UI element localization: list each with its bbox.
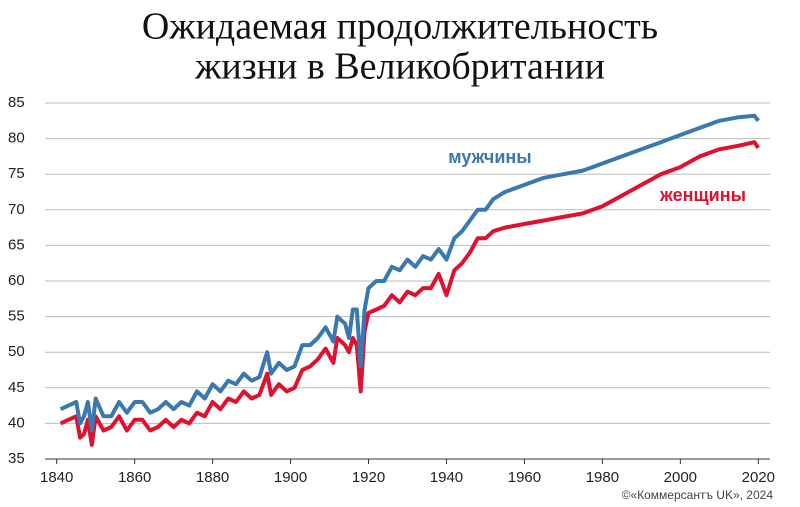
y-tick-label: 80 xyxy=(8,130,25,147)
x-tick-label: 1900 xyxy=(274,469,307,486)
y-tick-label: 55 xyxy=(8,308,25,325)
x-tick-label: 1960 xyxy=(508,469,541,486)
x-tick-label: 1860 xyxy=(118,469,151,486)
series-label: мужчины xyxy=(448,147,531,167)
chart-title: жизни в Великобритании xyxy=(194,46,605,88)
y-tick-label: 40 xyxy=(8,414,25,431)
series-label: женщины xyxy=(659,185,746,205)
y-tick-label: 35 xyxy=(8,450,25,467)
x-tick-label: 2000 xyxy=(664,469,697,486)
y-tick-label: 50 xyxy=(8,343,25,360)
chart-title: Ожидаемая продолжительность xyxy=(142,6,658,48)
x-tick-label: 1920 xyxy=(352,469,385,486)
y-tick-label: 75 xyxy=(8,165,25,182)
x-tick-label: 1880 xyxy=(196,469,229,486)
x-tick-label: 1940 xyxy=(430,469,463,486)
source: ©«Коммерсантъ UK», 2024 xyxy=(622,488,774,502)
x-tick-label: 1840 xyxy=(40,469,73,486)
y-tick-label: 85 xyxy=(8,94,25,111)
y-tick-label: 60 xyxy=(8,272,25,289)
x-tick-label: 2020 xyxy=(742,469,775,486)
line xyxy=(59,140,760,447)
line xyxy=(59,113,760,433)
y-tick-label: 65 xyxy=(8,236,25,253)
x-tick-label: 1980 xyxy=(586,469,619,486)
y-tick-label: 70 xyxy=(8,201,25,218)
y-tick-label: 45 xyxy=(8,379,25,396)
